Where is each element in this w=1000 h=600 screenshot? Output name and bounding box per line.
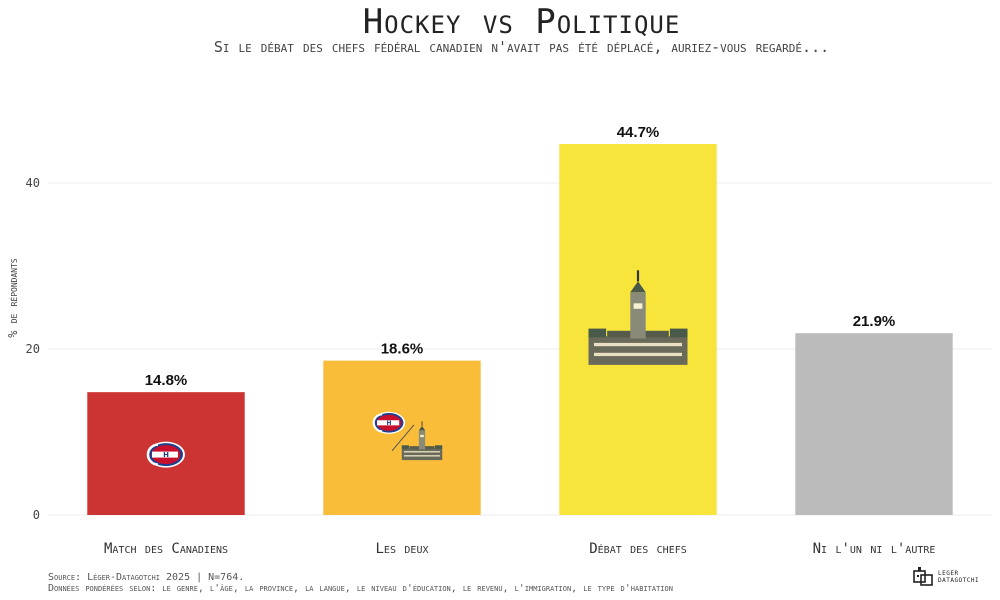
value-label: 21.9% [853,313,896,330]
y-tick-label: 0 [33,508,40,522]
category-label: Match des Canadiens [104,541,228,557]
canadiens-and-parliament-icon [371,410,443,461]
y-tick-label: 20 [26,342,40,356]
brand-logo: LEGER DATAGOTCHI [912,566,996,588]
source-line: Source: Léger-Datagotchi 2025 | N=764. [48,572,245,583]
weighting-line: Données pondérées selon: le genre, l'âge… [48,583,673,594]
brand-line-2: DATAGOTCHI [938,577,980,584]
bar [795,333,953,515]
value-label: 14.8% [145,372,188,389]
value-label: 18.6% [381,341,424,358]
canadiens-logo-icon [145,440,187,469]
category-label: Ni l'un ni l'autre [813,541,936,557]
y-axis-label: % de répondants [6,258,20,338]
category-label: Les deux [376,541,429,557]
brand-line-1: LEGER [938,570,959,577]
chart-title: Hockey vs Politique [362,2,681,42]
footer-note: Source: Léger-Datagotchi 2025 | N=764. D… [48,572,673,594]
bar [323,360,481,515]
category-label: Débat des chefs [589,541,687,557]
value-label: 44.7% [617,124,660,141]
chart-subtitle: Si le débat des chefs fédéral canadien n… [213,38,830,56]
y-tick-label: 40 [26,176,40,190]
datagotchi-logo-icon [913,567,933,586]
